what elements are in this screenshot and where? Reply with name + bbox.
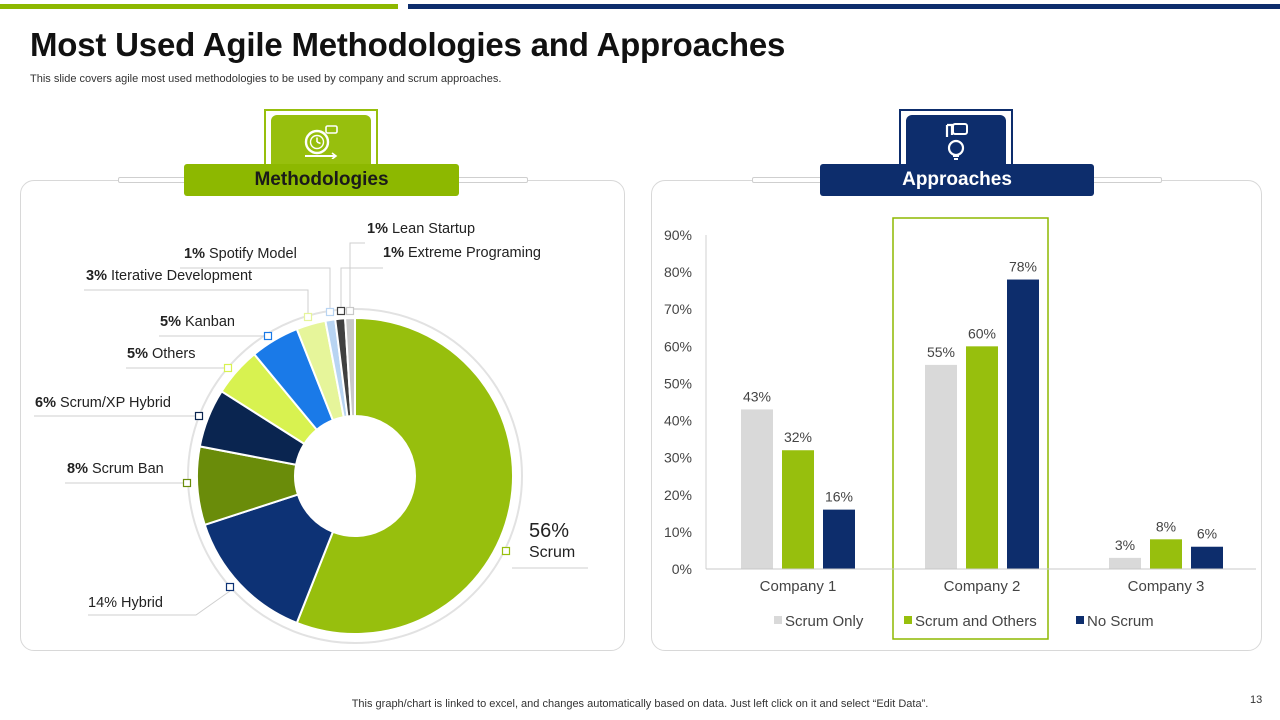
bar-company-3-no-scrum bbox=[1191, 546, 1223, 569]
legend-swatch-scrum-only bbox=[774, 616, 782, 624]
bar-value-label: 43% bbox=[743, 388, 771, 404]
leader-marker-scrum bbox=[501, 546, 511, 556]
x-category-label: Company 3 bbox=[1128, 578, 1205, 595]
leader-marker-scrum-xp-hybrid bbox=[194, 411, 204, 421]
bar-company-2-scrum-and-others bbox=[966, 346, 998, 569]
leader-marker-extreme-programing bbox=[336, 306, 346, 316]
bar-value-label: 55% bbox=[927, 344, 955, 360]
legend-label-no-scrum: No Scrum bbox=[1087, 613, 1154, 630]
y-tick-label: 20% bbox=[664, 487, 692, 503]
leader-marker-iterative-development bbox=[303, 312, 313, 322]
bar-company-3-scrum-only bbox=[1109, 557, 1141, 569]
y-tick-label: 10% bbox=[664, 524, 692, 540]
top-accent-bar-green bbox=[0, 4, 398, 9]
leader-marker-lean-startup bbox=[345, 306, 355, 316]
bar-value-label: 3% bbox=[1115, 537, 1135, 553]
donut-slice-scrum bbox=[295, 316, 514, 635]
y-tick-label: 80% bbox=[664, 264, 692, 280]
slice-label-kanban: 5% Kanban bbox=[160, 314, 235, 330]
slice-label-scrum-ban: 8% Scrum Ban bbox=[67, 461, 164, 477]
y-tick-label: 30% bbox=[664, 450, 692, 466]
legend-swatch-no-scrum bbox=[1076, 616, 1084, 624]
leader-line-lean-startup bbox=[349, 242, 365, 307]
y-tick-label: 50% bbox=[664, 375, 692, 391]
y-tick-label: 0% bbox=[672, 561, 692, 577]
leader-line-extreme-programing bbox=[340, 267, 383, 307]
bar-value-label: 16% bbox=[825, 489, 853, 505]
legend-label-scrum-only: Scrum Only bbox=[785, 613, 864, 630]
bar-company-2-scrum-only bbox=[925, 364, 957, 569]
approaches-label: Approaches bbox=[820, 164, 1094, 196]
leader-line-hybrid bbox=[88, 590, 231, 616]
slice-label-spotify-model: 1% Spotify Model bbox=[184, 246, 297, 262]
slice-label-scrum: Scrum bbox=[529, 544, 575, 561]
methodologies-icon-tab bbox=[264, 109, 378, 171]
bar-company-1-no-scrum bbox=[823, 509, 855, 569]
y-tick-label: 60% bbox=[664, 338, 692, 354]
highlight-box-company-2 bbox=[892, 217, 1049, 640]
methodologies-label: Methodologies bbox=[184, 164, 459, 196]
slice-label-others: 5% Others bbox=[127, 346, 196, 362]
time-management-icon bbox=[304, 125, 338, 159]
approaches-icon-tab bbox=[899, 109, 1013, 171]
leader-line-spotify-model bbox=[180, 267, 331, 308]
leader-line-iterative-development bbox=[84, 289, 309, 313]
bar-company-3-scrum-and-others bbox=[1150, 539, 1182, 569]
donut-slice-lean-startup bbox=[344, 316, 356, 418]
slide-title: Most Used Agile Methodologies and Approa… bbox=[30, 26, 786, 63]
leader-marker-kanban bbox=[263, 331, 273, 341]
bar-value-label: 78% bbox=[1009, 259, 1037, 275]
bar-value-label: 8% bbox=[1156, 518, 1176, 534]
leader-marker-scrum-ban bbox=[182, 478, 192, 488]
legend-swatch-scrum-and-others bbox=[904, 616, 912, 624]
bar-value-label: 60% bbox=[968, 325, 996, 341]
legend-label-scrum-and-others: Scrum and Others bbox=[915, 613, 1037, 630]
x-category-label: Company 2 bbox=[944, 578, 1021, 595]
y-tick-label: 40% bbox=[664, 413, 692, 429]
bar-value-label: 6% bbox=[1197, 526, 1217, 542]
idea-hand-icon bbox=[945, 123, 968, 160]
slice-label-extreme-programing: 1% Extreme Programing bbox=[383, 245, 541, 261]
page-number: 13 bbox=[1250, 694, 1263, 706]
slice-value-scrum: 56% bbox=[529, 520, 569, 542]
slice-label-hybrid: 14% Hybrid bbox=[88, 595, 163, 611]
slice-label-lean-startup: 1% Lean Startup bbox=[367, 221, 475, 237]
y-tick-label: 90% bbox=[664, 227, 692, 243]
bar-value-label: 32% bbox=[784, 429, 812, 445]
slice-label-iterative-development: 3% Iterative Development bbox=[86, 268, 252, 284]
top-accent-bar-navy bbox=[408, 4, 1280, 9]
y-tick-label: 70% bbox=[664, 301, 692, 317]
leader-marker-spotify-model bbox=[325, 307, 335, 317]
slice-label-scrum-xp-hybrid: 6% Scrum/XP Hybrid bbox=[35, 395, 171, 411]
footnote: This graph/chart is linked to excel, and… bbox=[351, 698, 929, 710]
donut-slice-hybrid bbox=[203, 493, 335, 625]
bar-company-1-scrum-and-others bbox=[782, 450, 814, 569]
x-category-label: Company 1 bbox=[760, 578, 837, 595]
bar-company-2-no-scrum bbox=[1007, 279, 1039, 569]
bar-company-1-scrum-only bbox=[741, 409, 773, 569]
slide-subtitle: This slide covers agile most used method… bbox=[30, 73, 502, 85]
leader-marker-hybrid bbox=[225, 582, 235, 592]
leader-marker-others bbox=[223, 363, 233, 373]
